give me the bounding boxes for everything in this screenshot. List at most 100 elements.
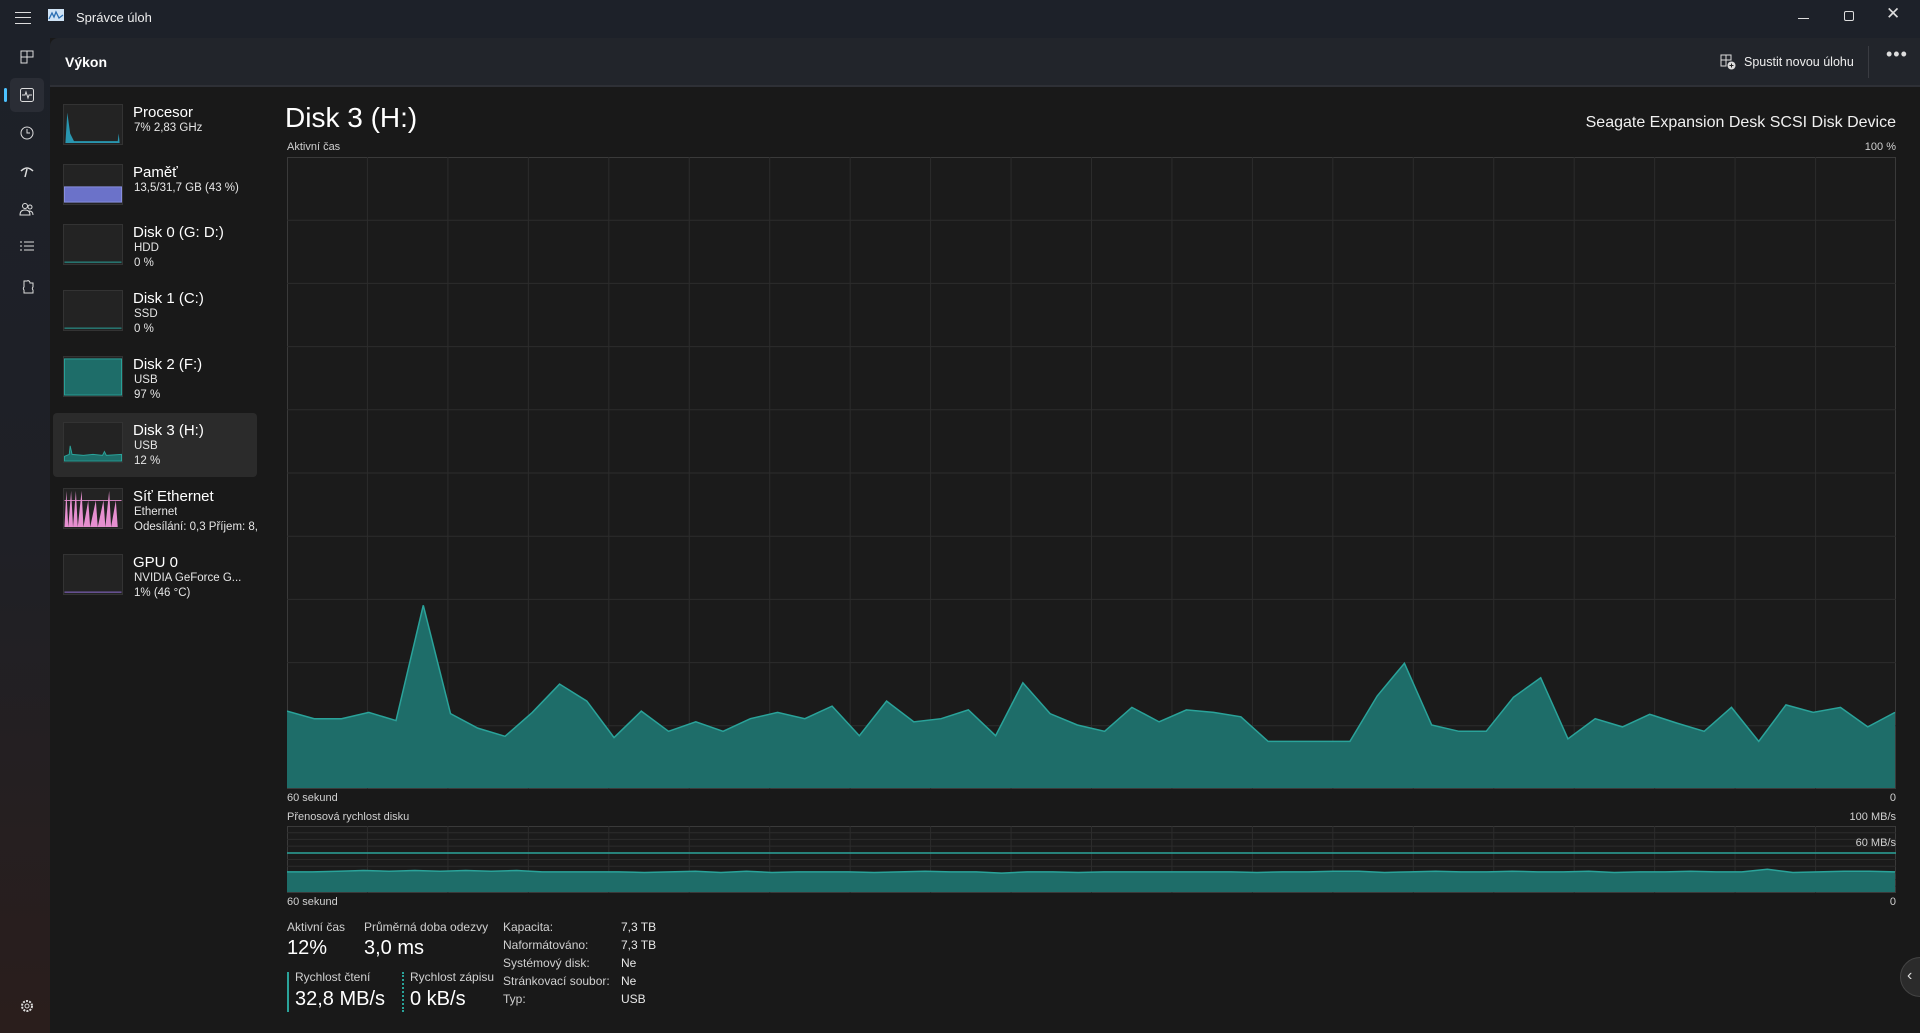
title-bar: Správce úloh ✕ — [0, 0, 1920, 38]
response-time-label: Průměrná doba odezvy — [364, 920, 489, 934]
maximize-button[interactable] — [1840, 8, 1860, 28]
nav-services[interactable] — [10, 270, 44, 304]
nav-users[interactable] — [10, 192, 44, 226]
run-new-task-button[interactable]: Spustit novou úlohu — [1720, 45, 1854, 79]
sidebar-item-title: Disk 1 (C:) — [133, 290, 204, 307]
nav-app-history[interactable] — [10, 116, 44, 150]
area-fill — [287, 605, 1895, 788]
sidebar-item-detail2: Odesílání: 0,3 Příjem: 8, — [134, 521, 259, 533]
sidebar-item-title: Disk 0 (G: D:) — [133, 224, 224, 241]
write-speed-marker — [402, 972, 404, 1012]
chart2-xlabel-left: 60 sekund — [287, 896, 338, 908]
services-icon — [22, 280, 34, 294]
chart1-xlabel-left: 60 sekund — [287, 792, 338, 804]
nav-settings[interactable] — [10, 989, 44, 1023]
area-fill — [287, 869, 1895, 892]
sidebar-item-detail: Ethernet — [134, 506, 178, 518]
read-speed-value: 32,8 MB/s — [295, 988, 386, 1010]
run-new-task-label: Spustit novou úlohu — [1744, 55, 1854, 69]
new-task-icon — [1720, 54, 1736, 70]
window-title: Správce úloh — [76, 10, 152, 25]
sidebar-item-title: Disk 2 (F:) — [133, 356, 203, 373]
sidebar-item-title: GPU 0 — [133, 554, 179, 571]
chart1-title: Aktivní čas — [287, 141, 341, 153]
chart2-title: Přenosová rychlost disku — [287, 811, 410, 823]
sidebar-thumbnail-graph — [63, 224, 123, 265]
sidebar-item-detail2: 1% (46 °C) — [134, 587, 191, 599]
sidebar-item-detail: HDD — [134, 242, 159, 254]
read-speed-label: Rychlost čtení — [295, 970, 371, 984]
collapse-panel-button[interactable]: ‹ — [1900, 957, 1920, 997]
sidebar-item[interactable]: Disk 3 (H:) USB 12 % — [53, 413, 257, 477]
sidebar-item[interactable]: Procesor 7% 2,83 GHz — [53, 104, 257, 168]
property-label: Kapacita: — [503, 920, 554, 934]
sidebar-thumbnail-graph — [63, 290, 123, 331]
read-speed-marker — [287, 972, 289, 1012]
sidebar-item-detail: SSD — [134, 308, 158, 320]
sidebar-item-title: Síť Ethernet — [133, 488, 214, 505]
sidebar-item-detail: 13,5/31,7 GB (43 %) — [134, 182, 239, 194]
active-time-value: 12% — [287, 937, 328, 959]
startup-icon — [20, 167, 34, 178]
sidebar-item-detail: USB — [134, 440, 158, 452]
active-time-label: Aktivní čas — [287, 920, 346, 934]
chart2-xlabel-right: 0 — [1889, 896, 1896, 908]
sidebar-item[interactable]: Disk 2 (F:) USB 97 % — [53, 356, 257, 420]
sidebar-item[interactable]: Disk 1 (C:) SSD 0 % — [53, 290, 257, 354]
sidebar-item[interactable]: Síť Ethernet Ethernet Odesílání: 0,3 Pří… — [53, 488, 259, 552]
area-line — [287, 868, 1896, 874]
close-button[interactable]: ✕ — [1886, 4, 1901, 23]
chart2-ymax-label: 100 MB/s — [1849, 811, 1896, 823]
response-time-value: 3,0 ms — [364, 937, 425, 959]
minimize-button[interactable] — [1788, 8, 1820, 30]
transfer-rate-chart — [287, 826, 1896, 893]
property-value: Ne — [621, 956, 637, 970]
write-speed-value: 0 kB/s — [410, 988, 466, 1010]
chart1-xlabel-right: 0 — [1889, 792, 1896, 804]
property-label: Typ: — [503, 992, 526, 1006]
processes-icon — [20, 50, 34, 64]
sidebar-thumbnail-graph — [63, 422, 123, 463]
nav-performance[interactable] — [4, 78, 44, 112]
hamburger-menu-icon[interactable] — [15, 12, 31, 24]
property-value: Ne — [621, 974, 637, 988]
sidebar-item-detail: 7% 2,83 GHz — [134, 122, 203, 134]
property-value: USB — [621, 992, 646, 1006]
sidebar-item-detail2: 97 % — [134, 389, 161, 401]
active-time-chart — [287, 157, 1896, 789]
nav-details[interactable] — [10, 230, 44, 264]
sidebar-item-detail2: 0 % — [134, 323, 154, 335]
sidebar-item-detail: USB — [134, 374, 158, 386]
divider — [1868, 46, 1869, 78]
property-label: Systémový disk: — [503, 956, 590, 970]
sidebar-item[interactable]: GPU 0 NVIDIA GeForce G... 1% (46 °C) — [53, 554, 257, 618]
sidebar-item-title: Disk 3 (H:) — [133, 422, 204, 439]
performance-icon — [20, 88, 34, 102]
users-icon — [19, 203, 34, 216]
sidebar-item-title: Paměť — [133, 164, 178, 181]
settings-icon — [21, 1000, 33, 1012]
nav-startup[interactable] — [10, 154, 44, 188]
sidebar-item-detail: NVIDIA GeForce G... — [134, 572, 242, 584]
page-title: Výkon — [65, 54, 108, 70]
property-value: 7,3 TB — [621, 920, 657, 934]
property-value: 7,3 TB — [621, 938, 657, 952]
sidebar-item-title: Procesor — [133, 104, 194, 121]
more-options-button[interactable]: ••• — [1886, 44, 1908, 64]
sidebar-thumbnail-graph — [63, 164, 123, 205]
property-label: Stránkovací soubor: — [503, 974, 610, 988]
sidebar-item[interactable]: Disk 0 (G: D:) HDD 0 % — [53, 224, 257, 288]
app-logo-icon — [48, 9, 64, 21]
sidebar-thumbnail-graph — [63, 488, 123, 529]
sidebar-item-detail2: 12 % — [134, 455, 161, 467]
nav-processes[interactable] — [10, 40, 44, 74]
device-name: Seagate Expansion Desk SCSI Disk Device — [1585, 114, 1896, 131]
sidebar-item[interactable]: Paměť 13,5/31,7 GB (43 %) — [53, 164, 257, 228]
area-line — [287, 605, 1896, 743]
chart1-ymax-label: 100 % — [1864, 141, 1896, 153]
sidebar-thumbnail-graph — [63, 104, 123, 145]
page-header: Výkon Spustit novou úlohu ••• — [50, 38, 1920, 87]
sidebar-item-detail2: 0 % — [134, 257, 154, 269]
disk-title: Disk 3 (H:) — [285, 102, 418, 133]
sidebar-thumbnail-graph — [63, 356, 123, 397]
